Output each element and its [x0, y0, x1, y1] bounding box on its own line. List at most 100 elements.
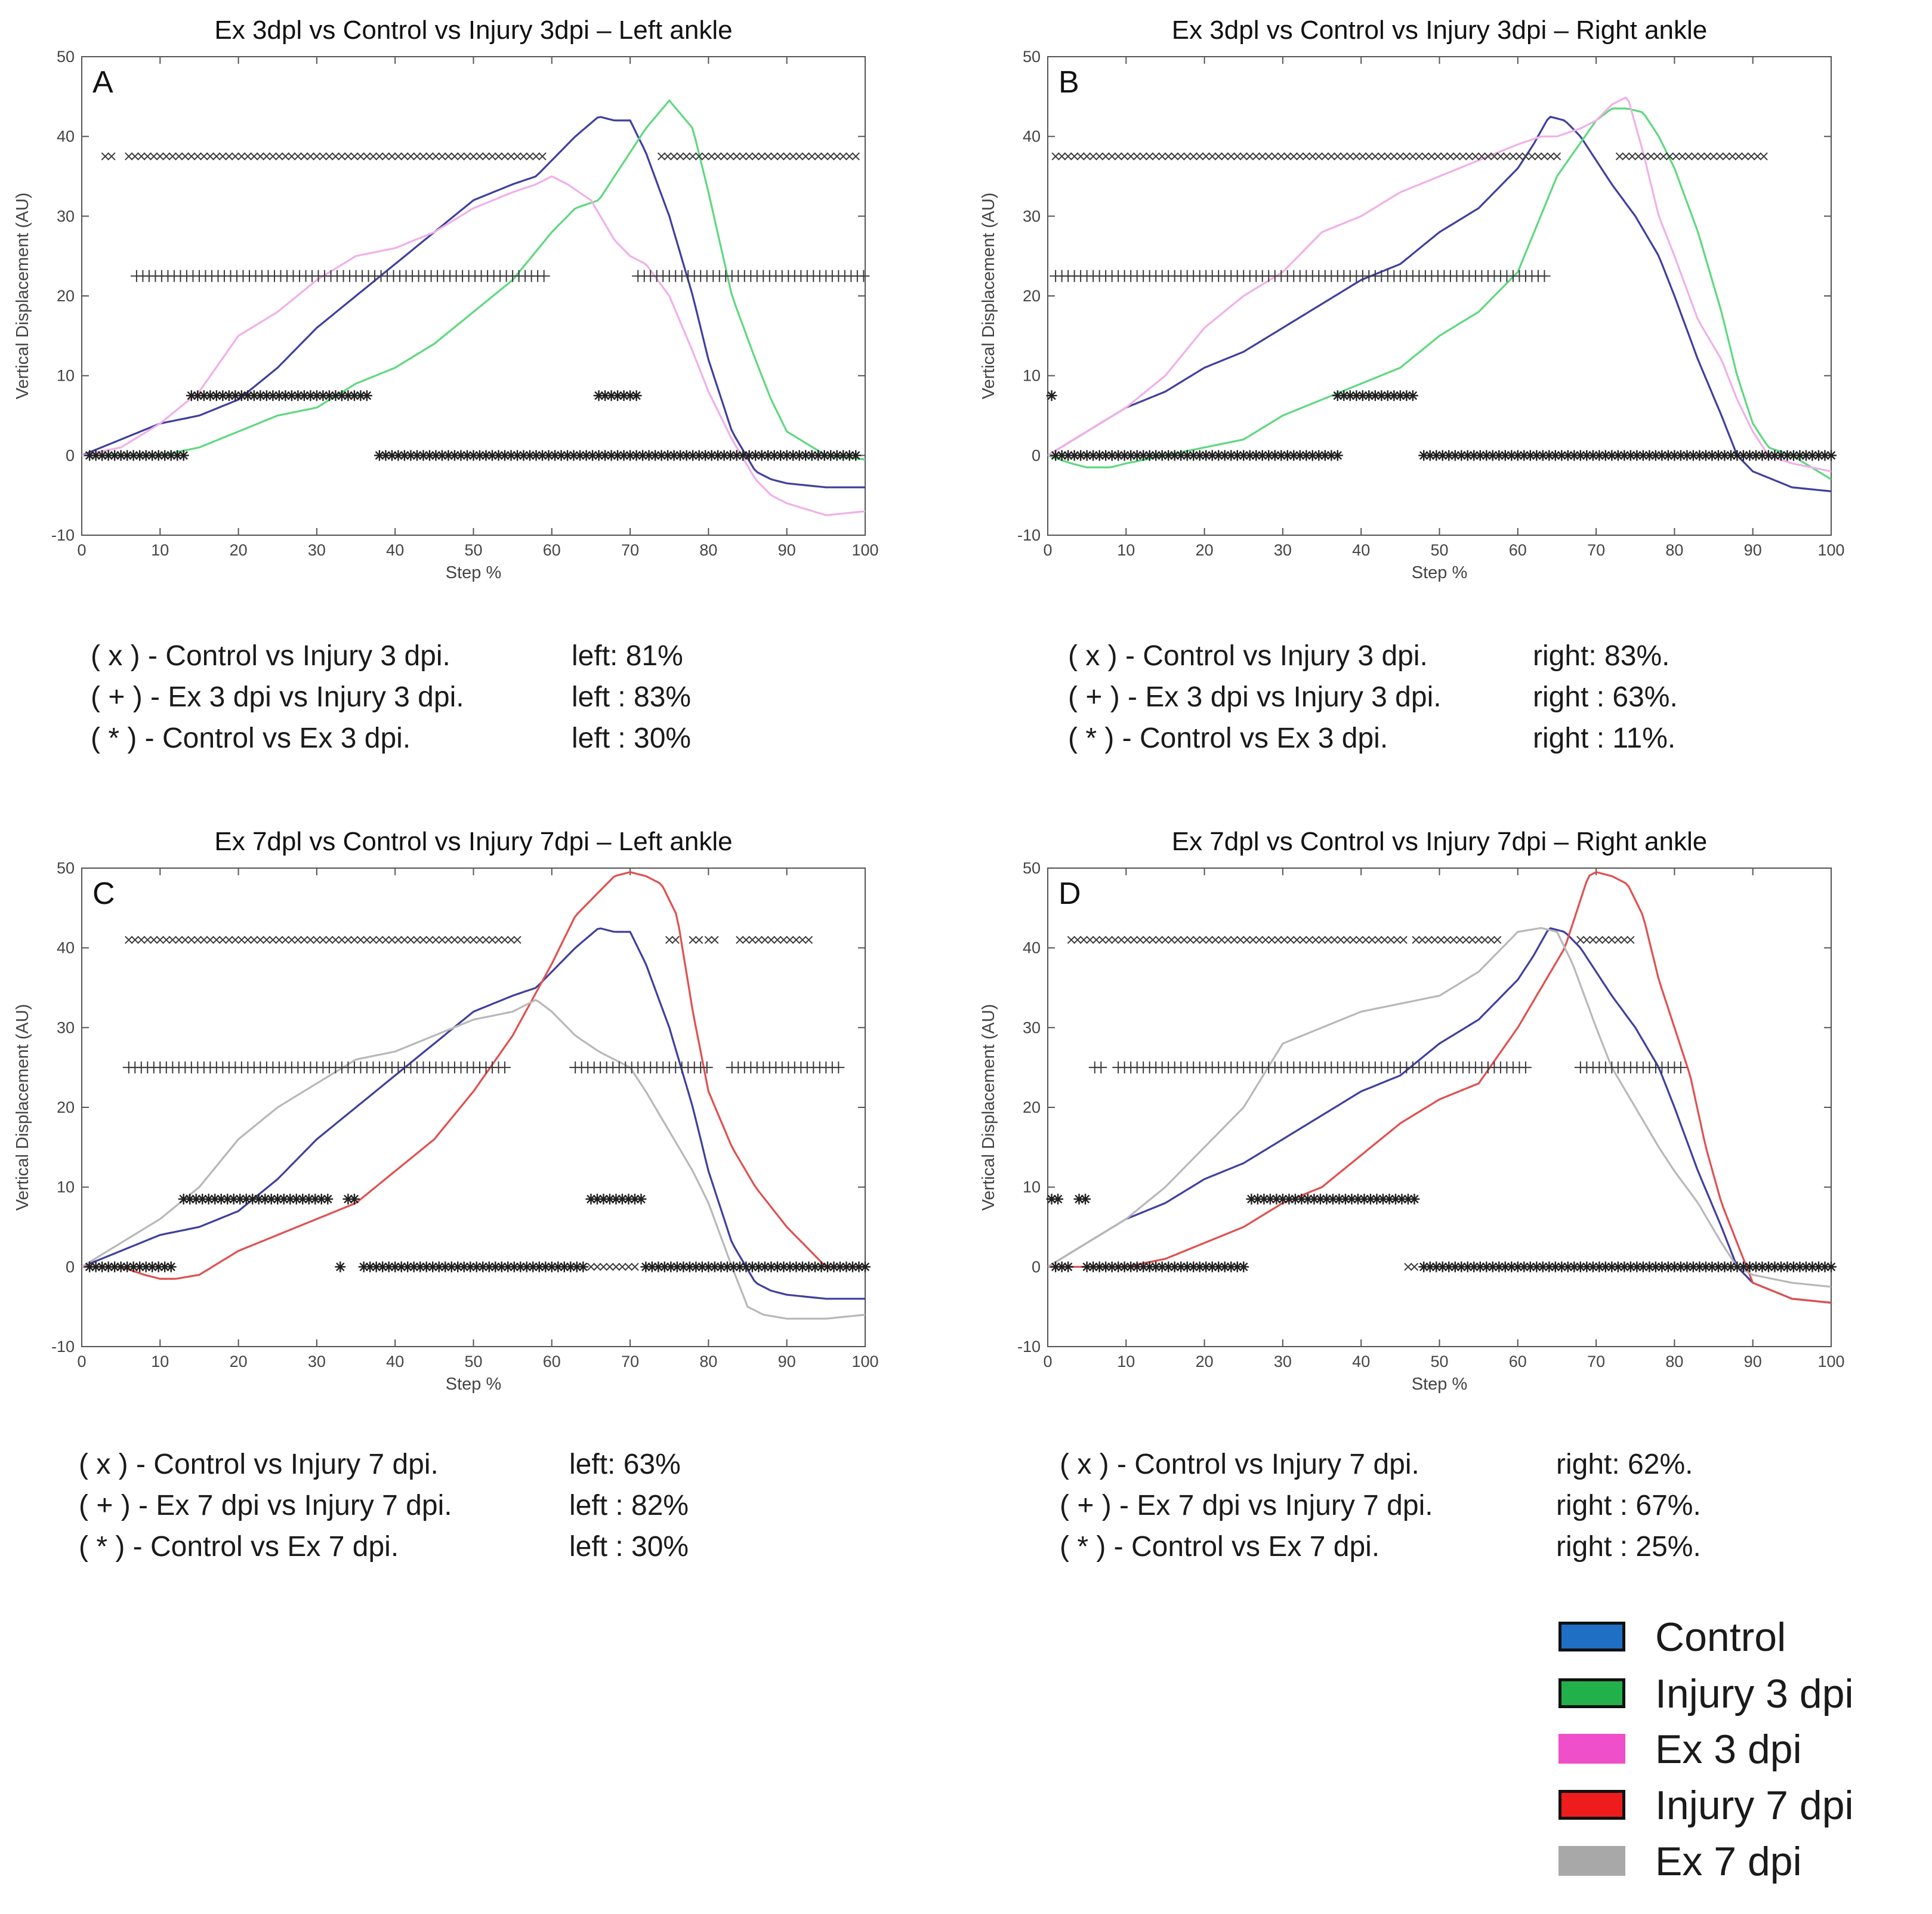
marker-star — [1763, 1261, 1774, 1273]
significance-segment-star — [186, 390, 372, 402]
marker-x — [1665, 152, 1674, 160]
marker-star — [248, 390, 260, 402]
marker-x — [1101, 152, 1110, 160]
marker-star — [1156, 1261, 1168, 1273]
marker-x — [720, 152, 729, 160]
marker-x — [1735, 152, 1743, 160]
marker-x — [162, 936, 171, 944]
marker-x — [294, 936, 303, 944]
marker-x — [406, 936, 415, 944]
marker-x — [175, 152, 183, 160]
marker-x — [212, 936, 221, 944]
y-axis-label: Vertical Displacement (AU) — [13, 1004, 32, 1211]
marker-x — [795, 152, 804, 160]
marker-star — [606, 390, 617, 402]
marker-star — [1371, 1193, 1382, 1205]
marker-star — [1069, 450, 1080, 461]
marker-star — [209, 1193, 221, 1205]
stats-value: right: 62%. — [1556, 1449, 1693, 1480]
marker-x — [1393, 936, 1402, 944]
marker-x — [1189, 152, 1198, 160]
x-axis-label: Step % — [446, 563, 502, 582]
marker-star — [1296, 1193, 1307, 1205]
marker-x — [237, 152, 246, 160]
marker-star — [1794, 1261, 1806, 1273]
marker-x — [168, 152, 177, 160]
marker-star — [1181, 1261, 1193, 1273]
marker-x — [381, 152, 390, 160]
y-tick-label: 40 — [1023, 939, 1041, 957]
marker-x — [1092, 936, 1101, 944]
marker-x — [808, 152, 816, 160]
marker-star — [1334, 1193, 1345, 1205]
marker-star — [838, 450, 849, 461]
marker-x — [1728, 152, 1737, 160]
marker-x — [1349, 936, 1357, 944]
marker-star — [115, 1261, 126, 1273]
marker-x — [1576, 936, 1585, 944]
marker-x — [599, 1262, 608, 1271]
marker-star — [1481, 450, 1492, 461]
series-line-ex-7-dpi — [82, 999, 865, 1320]
marker-star — [217, 390, 229, 402]
marker-x — [413, 936, 421, 944]
marker-x — [1487, 936, 1495, 944]
chart-panel-b: Ex 3dpl vs Control vs Injury 3dpi – Righ… — [979, 16, 1845, 582]
marker-star — [361, 390, 372, 402]
y-tick-label: 0 — [1032, 1258, 1041, 1276]
marker-x — [1415, 152, 1424, 160]
marker-x — [820, 152, 829, 160]
marker-x — [162, 152, 171, 160]
marker-x — [1753, 152, 1762, 160]
marker-x — [501, 936, 509, 944]
marker-x — [469, 936, 478, 944]
marker-star — [97, 1261, 108, 1273]
marker-x — [268, 152, 277, 160]
marker-x — [1161, 936, 1169, 944]
marker-star — [297, 1193, 308, 1205]
marker-x — [1174, 936, 1182, 944]
marker-star — [1050, 450, 1061, 461]
marker-star — [1407, 390, 1418, 402]
marker-star — [1063, 1261, 1074, 1273]
marker-star — [1206, 1261, 1218, 1273]
stats-key: ( * ) - Control vs Ex 3 dpi. — [91, 723, 411, 754]
marker-x — [268, 936, 277, 944]
marker-star — [788, 450, 799, 461]
marker-x — [513, 152, 521, 160]
marker-x — [212, 152, 221, 160]
marker-plus — [1095, 1061, 1107, 1074]
marker-star — [348, 390, 360, 402]
stats-value: left: 63% — [569, 1449, 681, 1480]
marker-star — [84, 450, 95, 461]
marker-x — [1547, 152, 1555, 160]
legend-swatch — [1558, 1790, 1625, 1820]
marker-star — [853, 1261, 865, 1273]
marker-x — [839, 152, 847, 160]
marker-star — [1706, 450, 1718, 461]
marker-star — [1075, 450, 1087, 461]
marker-star — [794, 450, 805, 461]
marker-star — [1125, 450, 1137, 461]
marker-x — [288, 936, 296, 944]
marker-star — [1524, 1261, 1536, 1273]
marker-star — [1200, 1261, 1212, 1273]
marker-x — [631, 1262, 639, 1271]
y-tick-label: 0 — [66, 1258, 75, 1276]
marker-x — [1311, 936, 1320, 944]
marker-x — [606, 1262, 614, 1271]
marker-x — [1079, 936, 1088, 944]
marker-star — [477, 1261, 489, 1273]
marker-x — [1490, 152, 1499, 160]
marker-star — [355, 390, 366, 402]
marker-star — [1656, 1261, 1668, 1273]
marker-x — [482, 936, 490, 944]
marker-star — [1737, 450, 1749, 461]
marker-star — [1131, 1261, 1143, 1273]
marker-x — [256, 936, 265, 944]
marker-x — [1302, 152, 1310, 160]
marker-star — [278, 1193, 289, 1205]
x-tick-label: 100 — [1817, 1353, 1844, 1370]
marker-star — [1819, 450, 1831, 461]
marker-x — [1462, 936, 1470, 944]
